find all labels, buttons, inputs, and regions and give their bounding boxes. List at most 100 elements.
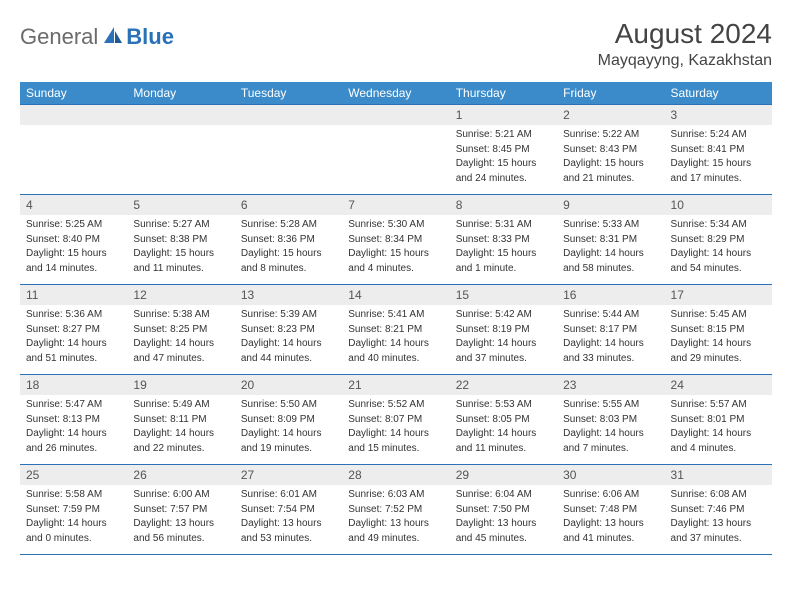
location-label: Mayqayyng, Kazakhstan bbox=[598, 52, 772, 70]
day-detail-line: Sunrise: 5:41 AM bbox=[348, 308, 443, 322]
day-detail-line: Daylight: 15 hours bbox=[348, 247, 443, 261]
day-cell: 16Sunrise: 5:44 AMSunset: 8:17 PMDayligh… bbox=[557, 285, 664, 375]
day-cell: 12Sunrise: 5:38 AMSunset: 8:25 PMDayligh… bbox=[127, 285, 234, 375]
day-number: 2 bbox=[557, 105, 664, 125]
day-detail-line: and 29 minutes. bbox=[671, 352, 766, 366]
day-detail-line: Sunrise: 5:38 AM bbox=[133, 308, 228, 322]
day-detail-line: Sunrise: 5:39 AM bbox=[241, 308, 336, 322]
day-detail-line: Daylight: 14 hours bbox=[456, 427, 551, 441]
day-cell: 25Sunrise: 5:58 AMSunset: 7:59 PMDayligh… bbox=[20, 465, 127, 555]
day-details: Sunrise: 5:55 AMSunset: 8:03 PMDaylight:… bbox=[557, 395, 664, 459]
week-row: 11Sunrise: 5:36 AMSunset: 8:27 PMDayligh… bbox=[20, 285, 772, 375]
day-detail-line: Sunset: 7:57 PM bbox=[133, 503, 228, 517]
day-detail-line: Sunset: 7:48 PM bbox=[563, 503, 658, 517]
day-detail-line: Sunrise: 6:04 AM bbox=[456, 488, 551, 502]
day-detail-line: Daylight: 13 hours bbox=[348, 517, 443, 531]
day-detail-line: and 58 minutes. bbox=[563, 262, 658, 276]
col-wednesday: Wednesday bbox=[342, 82, 449, 105]
day-cell: 2Sunrise: 5:22 AMSunset: 8:43 PMDaylight… bbox=[557, 105, 664, 195]
day-detail-line: Sunrise: 5:42 AM bbox=[456, 308, 551, 322]
day-detail-line: Sunset: 8:31 PM bbox=[563, 233, 658, 247]
day-detail-line: and 0 minutes. bbox=[26, 532, 121, 546]
day-detail-line: Daylight: 14 hours bbox=[348, 337, 443, 351]
week-row: 25Sunrise: 5:58 AMSunset: 7:59 PMDayligh… bbox=[20, 465, 772, 555]
day-detail-line: and 51 minutes. bbox=[26, 352, 121, 366]
day-detail-line: Sunset: 8:40 PM bbox=[26, 233, 121, 247]
day-header-row: Sunday Monday Tuesday Wednesday Thursday… bbox=[20, 82, 772, 105]
day-detail-line: Sunset: 8:03 PM bbox=[563, 413, 658, 427]
day-detail-line: Sunset: 8:21 PM bbox=[348, 323, 443, 337]
day-detail-line: Sunrise: 5:33 AM bbox=[563, 218, 658, 232]
day-details: Sunrise: 6:08 AMSunset: 7:46 PMDaylight:… bbox=[665, 485, 772, 549]
day-number: 17 bbox=[665, 285, 772, 305]
day-detail-line: and 11 minutes. bbox=[133, 262, 228, 276]
day-detail-line: Sunset: 8:43 PM bbox=[563, 143, 658, 157]
col-monday: Monday bbox=[127, 82, 234, 105]
day-detail-line: Daylight: 14 hours bbox=[348, 427, 443, 441]
day-cell: 24Sunrise: 5:57 AMSunset: 8:01 PMDayligh… bbox=[665, 375, 772, 465]
day-detail-line: Sunrise: 5:31 AM bbox=[456, 218, 551, 232]
day-details: Sunrise: 6:00 AMSunset: 7:57 PMDaylight:… bbox=[127, 485, 234, 549]
day-number: 25 bbox=[20, 465, 127, 485]
day-number: 1 bbox=[450, 105, 557, 125]
day-number: 7 bbox=[342, 195, 449, 215]
day-detail-line: Sunset: 7:46 PM bbox=[671, 503, 766, 517]
day-details: Sunrise: 5:36 AMSunset: 8:27 PMDaylight:… bbox=[20, 305, 127, 369]
day-cell: 28Sunrise: 6:03 AMSunset: 7:52 PMDayligh… bbox=[342, 465, 449, 555]
day-cell: 19Sunrise: 5:49 AMSunset: 8:11 PMDayligh… bbox=[127, 375, 234, 465]
day-detail-line: Sunrise: 5:34 AM bbox=[671, 218, 766, 232]
day-detail-line: Sunset: 7:59 PM bbox=[26, 503, 121, 517]
day-details: Sunrise: 5:49 AMSunset: 8:11 PMDaylight:… bbox=[127, 395, 234, 459]
day-detail-line: and 33 minutes. bbox=[563, 352, 658, 366]
day-number: 6 bbox=[235, 195, 342, 215]
day-detail-line: and 19 minutes. bbox=[241, 442, 336, 456]
month-title: August 2024 bbox=[598, 18, 772, 50]
day-detail-line: Daylight: 15 hours bbox=[133, 247, 228, 261]
day-detail-line: Daylight: 14 hours bbox=[456, 337, 551, 351]
week-row: 18Sunrise: 5:47 AMSunset: 8:13 PMDayligh… bbox=[20, 375, 772, 465]
day-detail-line: and 1 minute. bbox=[456, 262, 551, 276]
day-details: Sunrise: 5:47 AMSunset: 8:13 PMDaylight:… bbox=[20, 395, 127, 459]
day-number: 12 bbox=[127, 285, 234, 305]
day-detail-line: Sunrise: 5:52 AM bbox=[348, 398, 443, 412]
day-detail-line: Daylight: 14 hours bbox=[671, 427, 766, 441]
day-detail-line: and 14 minutes. bbox=[26, 262, 121, 276]
logo-text-blue: Blue bbox=[126, 24, 174, 50]
day-cell: 23Sunrise: 5:55 AMSunset: 8:03 PMDayligh… bbox=[557, 375, 664, 465]
day-number: 27 bbox=[235, 465, 342, 485]
week-row: 4Sunrise: 5:25 AMSunset: 8:40 PMDaylight… bbox=[20, 195, 772, 285]
day-number: 3 bbox=[665, 105, 772, 125]
day-number: 30 bbox=[557, 465, 664, 485]
day-cell: 11Sunrise: 5:36 AMSunset: 8:27 PMDayligh… bbox=[20, 285, 127, 375]
logo: General Blue bbox=[20, 24, 174, 50]
day-cell: 10Sunrise: 5:34 AMSunset: 8:29 PMDayligh… bbox=[665, 195, 772, 285]
day-cell: 6Sunrise: 5:28 AMSunset: 8:36 PMDaylight… bbox=[235, 195, 342, 285]
day-detail-line: and 40 minutes. bbox=[348, 352, 443, 366]
day-detail-line: and 21 minutes. bbox=[563, 172, 658, 186]
day-number: 31 bbox=[665, 465, 772, 485]
day-cell: 14Sunrise: 5:41 AMSunset: 8:21 PMDayligh… bbox=[342, 285, 449, 375]
day-detail-line: and 53 minutes. bbox=[241, 532, 336, 546]
day-details: Sunrise: 5:44 AMSunset: 8:17 PMDaylight:… bbox=[557, 305, 664, 369]
day-detail-line: Sunrise: 5:55 AM bbox=[563, 398, 658, 412]
day-details: Sunrise: 5:27 AMSunset: 8:38 PMDaylight:… bbox=[127, 215, 234, 279]
day-cell: 13Sunrise: 5:39 AMSunset: 8:23 PMDayligh… bbox=[235, 285, 342, 375]
day-detail-line: Daylight: 15 hours bbox=[671, 157, 766, 171]
day-number: 29 bbox=[450, 465, 557, 485]
day-detail-line: Daylight: 14 hours bbox=[26, 517, 121, 531]
day-detail-line: Daylight: 13 hours bbox=[563, 517, 658, 531]
day-detail-line: Daylight: 14 hours bbox=[563, 337, 658, 351]
day-cell: 29Sunrise: 6:04 AMSunset: 7:50 PMDayligh… bbox=[450, 465, 557, 555]
day-details: Sunrise: 5:52 AMSunset: 8:07 PMDaylight:… bbox=[342, 395, 449, 459]
day-cell: 26Sunrise: 6:00 AMSunset: 7:57 PMDayligh… bbox=[127, 465, 234, 555]
day-cell: 8Sunrise: 5:31 AMSunset: 8:33 PMDaylight… bbox=[450, 195, 557, 285]
day-number bbox=[20, 105, 127, 125]
day-detail-line: Sunrise: 5:22 AM bbox=[563, 128, 658, 142]
day-detail-line: Sunrise: 5:28 AM bbox=[241, 218, 336, 232]
day-detail-line: Daylight: 13 hours bbox=[241, 517, 336, 531]
day-detail-line: and 54 minutes. bbox=[671, 262, 766, 276]
day-cell bbox=[235, 105, 342, 195]
day-detail-line: Daylight: 13 hours bbox=[671, 517, 766, 531]
day-detail-line: Daylight: 15 hours bbox=[456, 157, 551, 171]
day-detail-line: Daylight: 14 hours bbox=[133, 337, 228, 351]
